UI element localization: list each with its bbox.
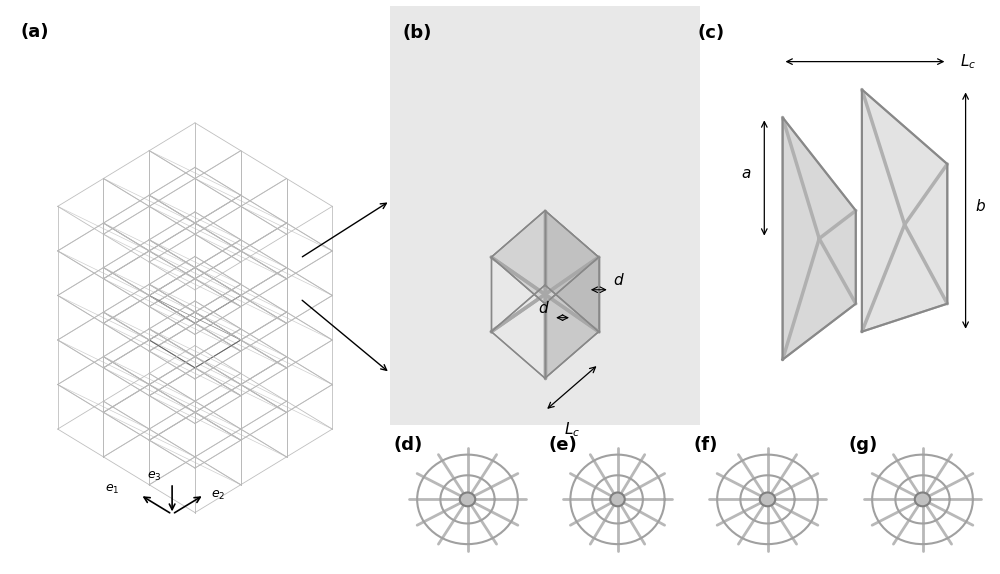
- Text: $L_c$: $L_c$: [564, 420, 580, 439]
- Text: $d$: $d$: [613, 272, 625, 288]
- Polygon shape: [862, 90, 947, 332]
- Text: $e_2$: $e_2$: [211, 488, 226, 502]
- Circle shape: [760, 492, 775, 506]
- Text: $L_c$: $L_c$: [960, 52, 976, 71]
- Text: (a): (a): [21, 22, 49, 41]
- Polygon shape: [390, 6, 700, 425]
- Text: (f): (f): [694, 436, 718, 453]
- Polygon shape: [491, 211, 599, 304]
- Polygon shape: [545, 257, 599, 378]
- Polygon shape: [545, 211, 599, 332]
- Text: (b): (b): [402, 24, 432, 42]
- Text: $b$: $b$: [975, 197, 986, 214]
- Text: (d): (d): [394, 436, 423, 453]
- Circle shape: [915, 492, 930, 506]
- Circle shape: [610, 492, 625, 506]
- Polygon shape: [783, 118, 856, 359]
- Polygon shape: [491, 211, 599, 304]
- Polygon shape: [545, 257, 599, 378]
- Text: (e): (e): [549, 436, 577, 453]
- Text: $e_3$: $e_3$: [147, 470, 162, 483]
- Text: (g): (g): [849, 436, 878, 453]
- Text: (c): (c): [697, 24, 724, 42]
- Text: $a$: $a$: [741, 166, 751, 181]
- Polygon shape: [545, 211, 599, 332]
- Text: $d$: $d$: [538, 300, 549, 316]
- Circle shape: [460, 492, 475, 506]
- Text: $e_1$: $e_1$: [105, 483, 120, 496]
